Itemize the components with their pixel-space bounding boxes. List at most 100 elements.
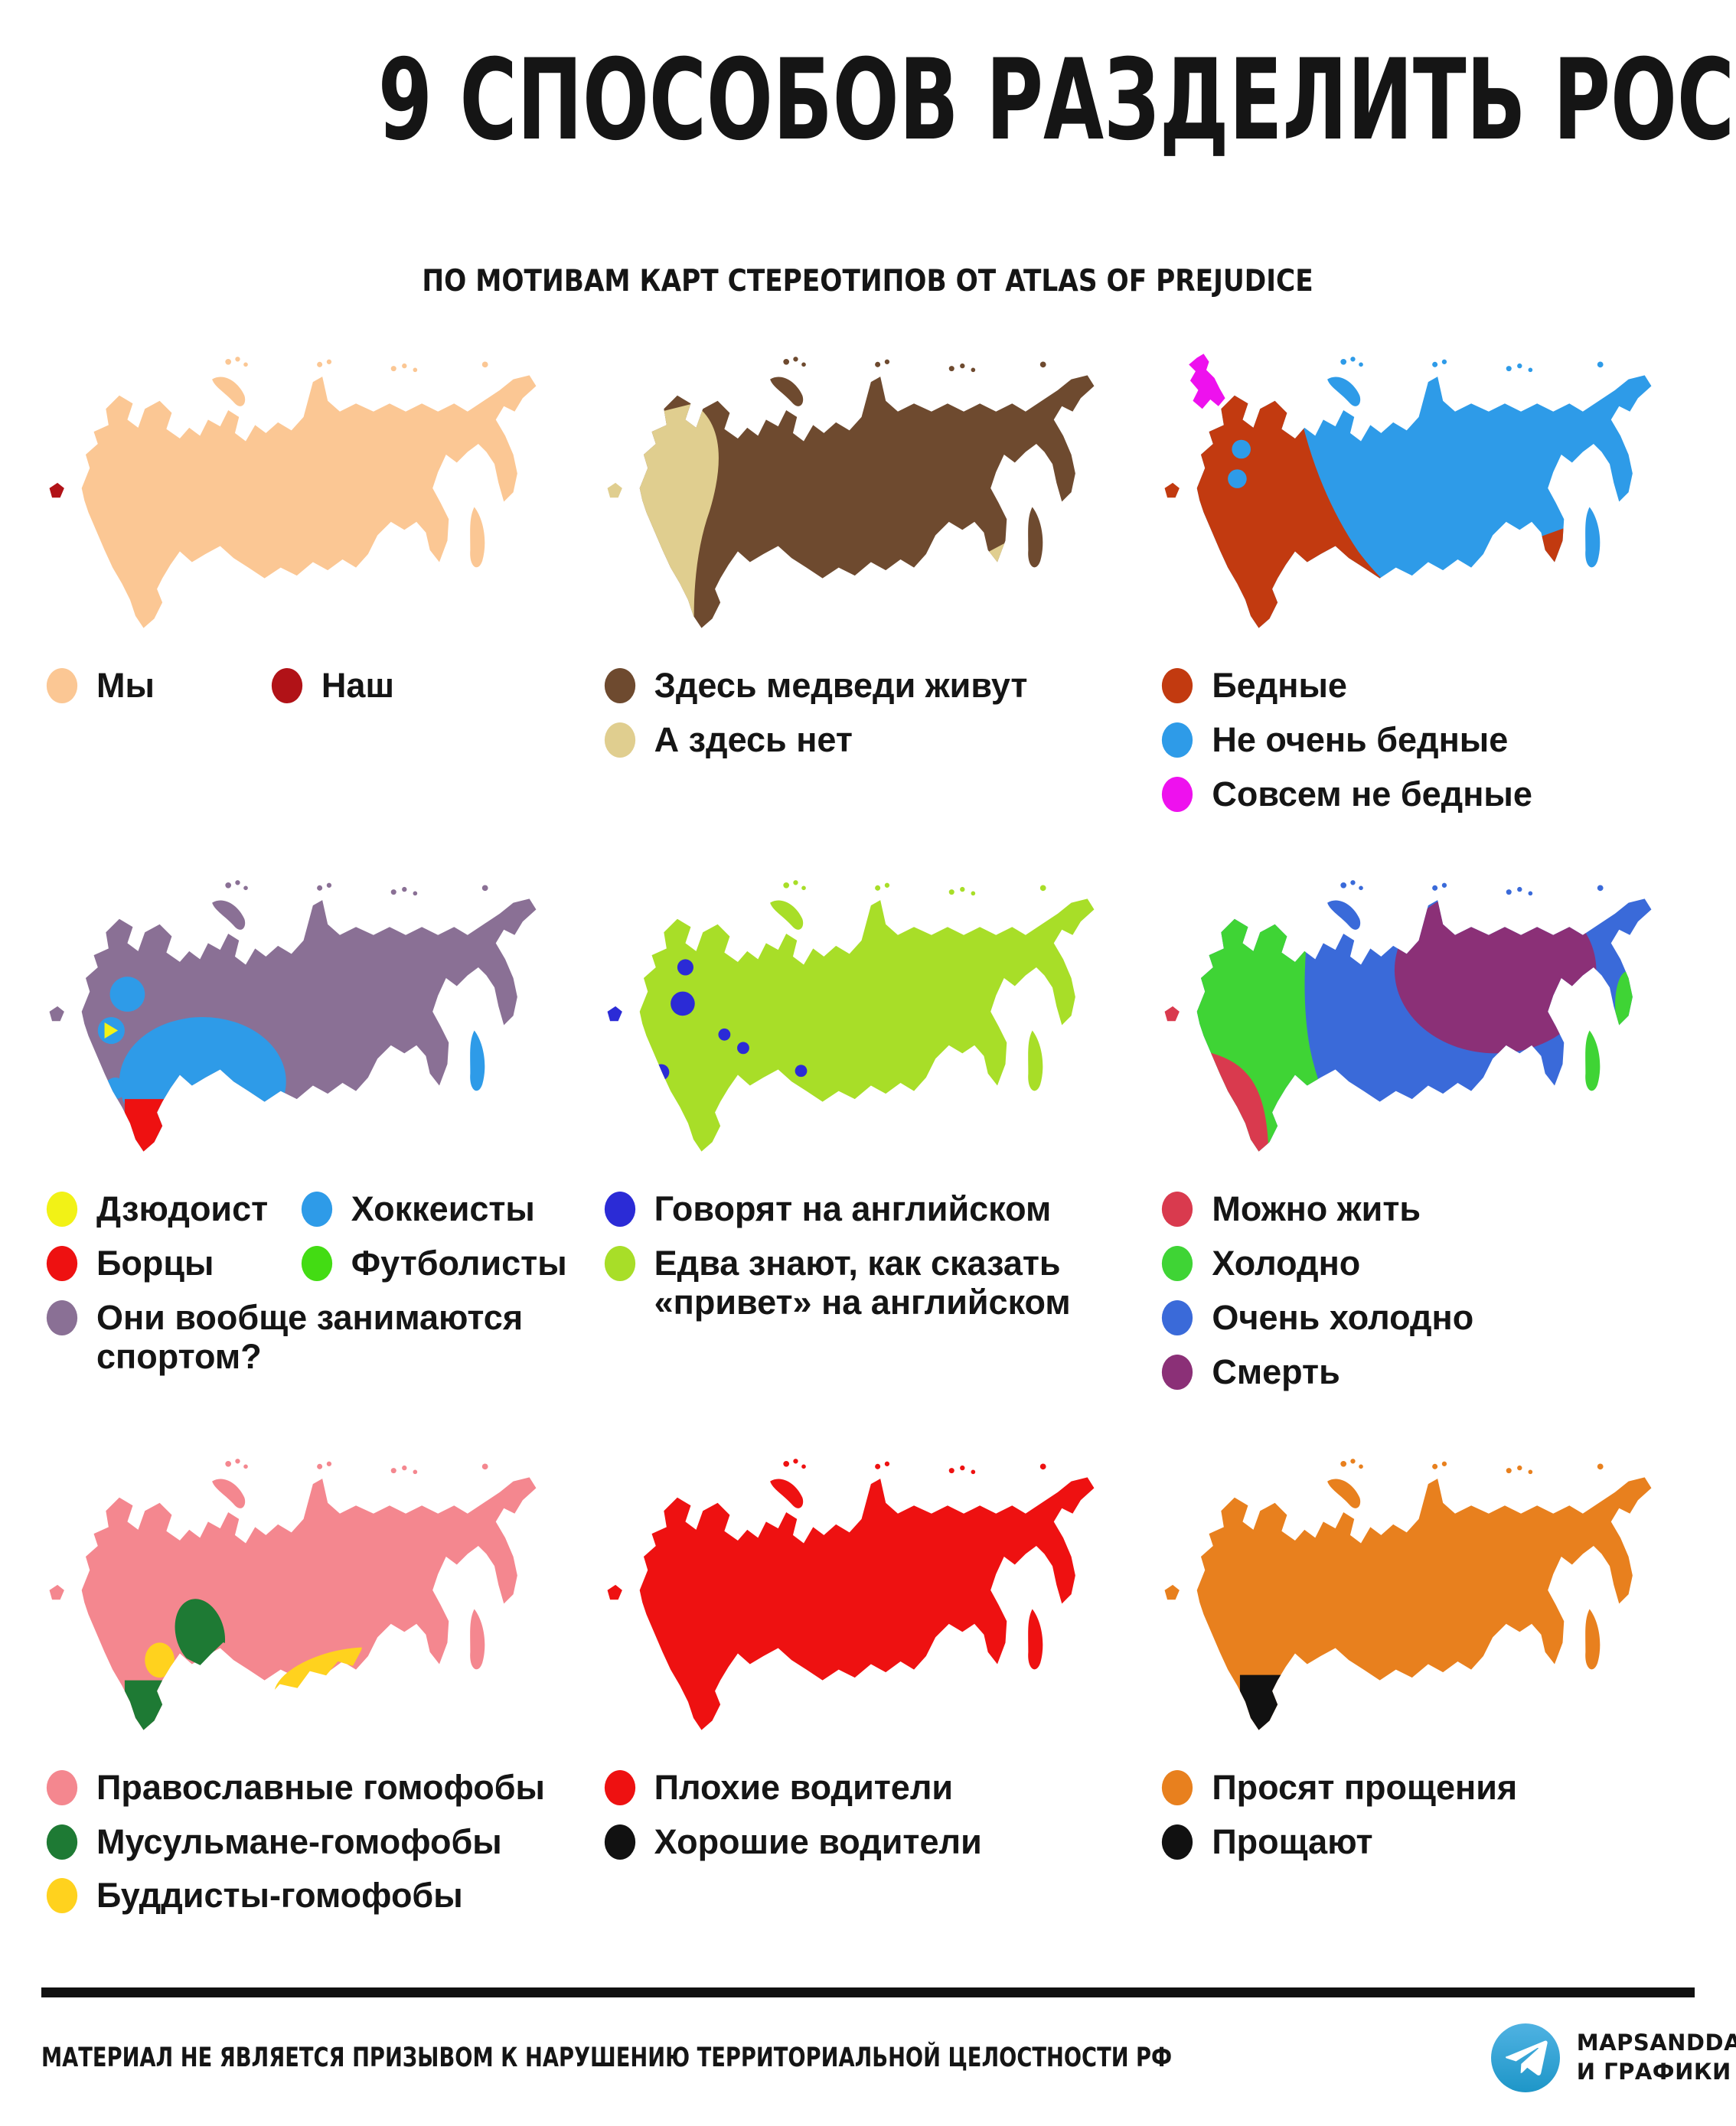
legend-item: Футболисты	[299, 1244, 579, 1283]
legend-item: Хорошие водители	[602, 1821, 1137, 1862]
legend-swatch	[1162, 667, 1193, 703]
legend-label: Православные гомофобы	[96, 1767, 545, 1807]
legend-swatch	[1162, 1354, 1193, 1390]
russia-map-homophobes	[49, 1458, 537, 1730]
legend-swatch	[604, 1246, 635, 1282]
legend-swatch	[46, 1300, 78, 1336]
legend-item: Холодно	[1160, 1244, 1695, 1283]
legend-item: Не очень бедные	[1160, 720, 1695, 760]
legend-item: Просят прощения	[1160, 1768, 1695, 1808]
legend-item: Прощают	[1160, 1821, 1695, 1862]
legend-label: Смерть	[1212, 1352, 1340, 1391]
channel-logo: MAPSANDDATA И ГРАФИКИ И ЖИЗНЬ	[1490, 2023, 1736, 2092]
russia-map-english	[607, 880, 1095, 1153]
legend-item: Мусульмане-гомофобы	[44, 1821, 579, 1862]
legend-drivers: Плохие водители Хорошие водители	[599, 1767, 1137, 1862]
legend-label: Можно жить	[1212, 1189, 1421, 1229]
page-title: 9 СПОСОБОВ РАЗДЕЛИТЬ РОССИЮ	[377, 35, 1736, 165]
channel-name: MAPSANDDATA И ГРАФИКИ И ЖИЗНЬ	[1577, 2029, 1736, 2086]
legend-label: Совсем не бедные	[1212, 774, 1532, 814]
page-subtitle: ПО МОТИВАМ КАРТ СТЕРЕОТИПОВ ОТ ATLAS OF …	[422, 263, 1314, 298]
legend-swatch	[604, 1769, 635, 1805]
legend-label: Футболисты	[351, 1244, 567, 1283]
legend-item: Едва знают, как сказать «привет» на англ…	[602, 1244, 1137, 1322]
legend-item: Хоккеисты	[299, 1190, 579, 1229]
map-cell-forgiveness: Просят прощения Прощают	[1157, 1452, 1695, 1932]
legend-swatch	[1162, 722, 1193, 758]
divider	[41, 1987, 1695, 1997]
russia-map-wealth	[1164, 354, 1652, 628]
russia-map-bears	[607, 356, 1095, 628]
map-cell-wealth: Бедные Не очень бедные Совсем не бедные	[1157, 350, 1695, 830]
legend-item: Плохие водители	[602, 1767, 1137, 1808]
legend-item: Смерть	[1160, 1352, 1695, 1392]
legend-swatch	[1162, 1769, 1193, 1805]
legend-swatch	[46, 1824, 78, 1860]
legend-label: Борцы	[96, 1244, 214, 1283]
legend-item: Говорят на английском	[602, 1190, 1137, 1229]
channel-name-line1: MAPSANDDATA	[1576, 2030, 1736, 2056]
legend-label: Здесь медведи живут	[654, 665, 1028, 705]
channel-name-line2: И ГРАФИКИ И ЖИЗНЬ	[1576, 2059, 1736, 2085]
footer: МАТЕРИАЛ НЕ ЯВЛЯЕТСЯ ПРИЗЫВОМ К НАРУШЕНИ…	[41, 1987, 1736, 2126]
legend-item: Буддисты-гомофобы	[44, 1877, 579, 1916]
legend-swatch	[1162, 1824, 1193, 1860]
disclaimer-text: МАТЕРИАЛ НЕ ЯВЛЯЕТСЯ ПРИЗЫВОМ К НАРУШЕНИ…	[41, 2043, 1173, 2073]
legend-homophobes: Православные гомофобы Мусульмане-гомофоб…	[41, 1767, 579, 1916]
legend-english: Говорят на английском Едва знают, как ск…	[599, 1190, 1137, 1322]
legend-item: Можно жить	[1160, 1190, 1695, 1229]
map-cell-english: Говорят на английском Едва знают, как ск…	[599, 873, 1137, 1407]
legend-swatch	[604, 1824, 635, 1860]
scandinavia-blob	[1189, 354, 1225, 409]
legend-swatch	[46, 1246, 78, 1282]
legend-label: Мы	[96, 665, 155, 705]
map-cell-drivers: Плохие водители Хорошие водители	[599, 1452, 1137, 1932]
map-cell-we-ours: Мы Наш	[41, 350, 579, 830]
legend-swatch	[46, 1192, 78, 1228]
legend-label: Дзюдоист	[96, 1189, 269, 1229]
legend-label: Мусульмане-гомофобы	[96, 1821, 502, 1861]
map-cell-sports: Дзюдоист Хоккеисты Борцы Футболисты Они …	[41, 873, 579, 1407]
legend-wealth: Бедные Не очень бедные Совсем не бедные	[1157, 665, 1695, 814]
legend-item: Бедные	[1160, 665, 1695, 706]
legend-swatch	[604, 722, 635, 758]
map-cell-homophobes: Православные гомофобы Мусульмане-гомофоб…	[41, 1452, 579, 1932]
legend-label: Буддисты-гомофобы	[96, 1876, 463, 1916]
legend-item: Совсем не бедные	[1160, 774, 1695, 814]
legend-bears: Здесь медведи живут А здесь нет	[599, 665, 1137, 760]
map-cell-climate: Можно жить Холодно Очень холодно Смерть	[1157, 873, 1695, 1407]
legend-sports: Дзюдоист Хоккеисты Борцы Футболисты Они …	[41, 1190, 579, 1391]
legend-item: Православные гомофобы	[44, 1767, 579, 1808]
russia-map-drivers	[607, 1458, 1095, 1730]
russia-map-sports	[49, 880, 537, 1152]
legend-swatch	[46, 1878, 78, 1914]
legend-item: Наш	[269, 666, 394, 706]
legend-label: Бедные	[1212, 665, 1347, 705]
legend-item: Борцы	[44, 1244, 295, 1283]
legend-swatch	[301, 1246, 332, 1282]
legend-swatch	[46, 667, 78, 703]
legend-forgiveness: Просят прощения Прощают	[1157, 1768, 1695, 1862]
legend-item: Мы	[44, 665, 155, 706]
legend-label: Хоккеисты	[351, 1189, 535, 1229]
legend-swatch	[1162, 1192, 1193, 1228]
legend-item: А здесь нет	[602, 720, 1137, 760]
legend-label: Холодно	[1212, 1244, 1361, 1283]
legend-label: Хорошие водители	[654, 1821, 982, 1861]
legend-item: Дзюдоист	[44, 1190, 295, 1229]
legend-swatch	[1162, 1300, 1193, 1336]
russia-map-climate	[1164, 880, 1652, 1153]
legend-label: Прощают	[1212, 1821, 1373, 1861]
legend-item: Здесь медведи живут	[602, 665, 1137, 706]
telegram-icon	[1490, 2023, 1560, 2092]
legend-we-ours: Мы Наш	[41, 665, 579, 706]
legend-label: Очень холодно	[1212, 1298, 1474, 1338]
maps-grid: Мы Наш Здесь медведи жив	[41, 350, 1695, 1932]
legend-swatch	[604, 1192, 635, 1228]
legend-label: Плохие водители	[654, 1767, 954, 1807]
legend-item: Очень холодно	[1160, 1298, 1695, 1338]
legend-swatch	[46, 1769, 78, 1805]
legend-swatch	[271, 667, 303, 703]
legend-label: Говорят на английском	[654, 1189, 1052, 1229]
